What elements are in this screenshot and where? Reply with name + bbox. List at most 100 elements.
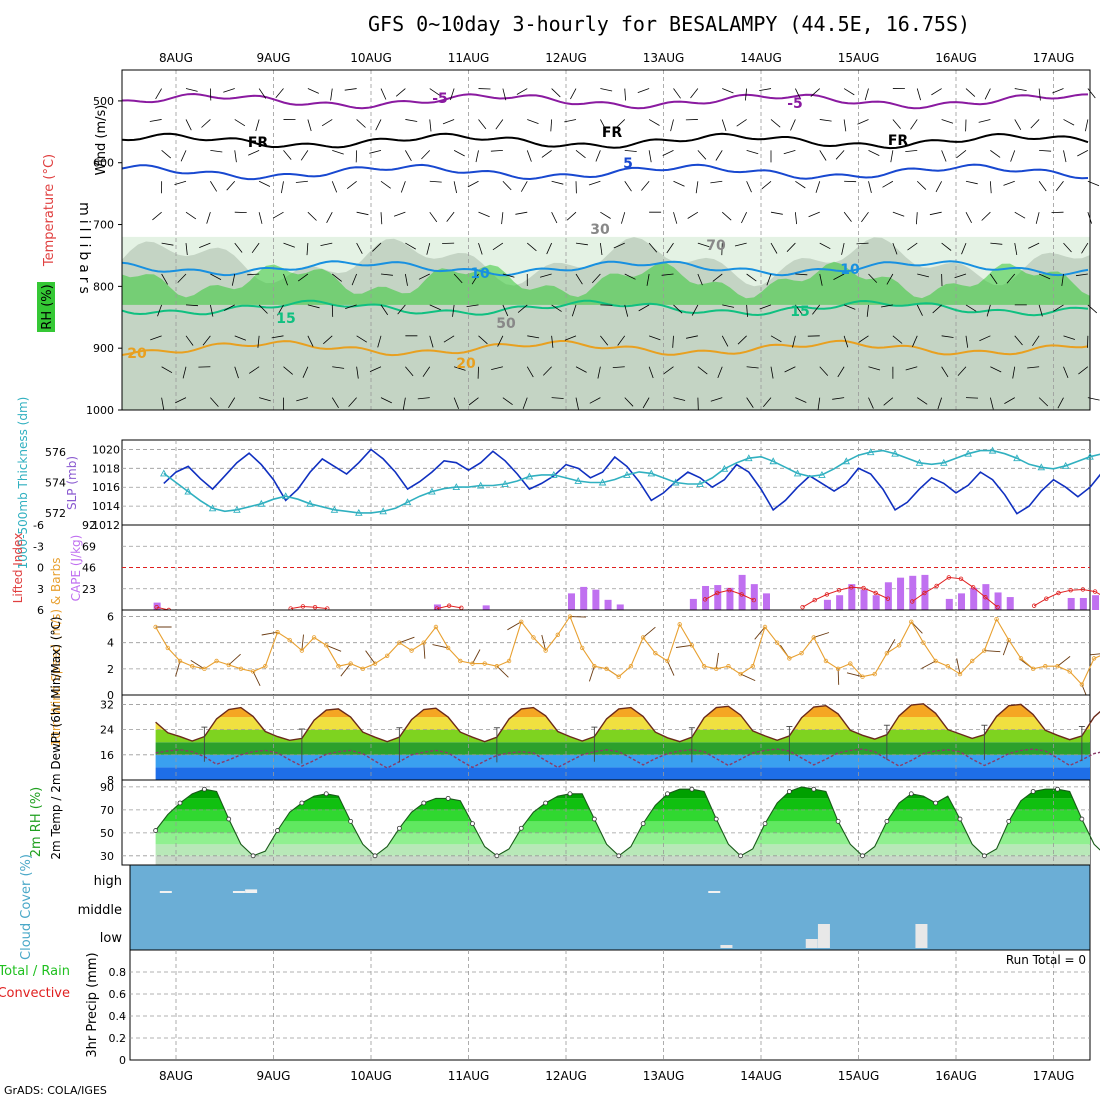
cape-bar — [909, 575, 917, 610]
wind-barb — [185, 119, 192, 131]
wind-barb — [369, 366, 382, 372]
tick-label: 16 — [100, 749, 114, 762]
wind-barb — [1014, 88, 1027, 91]
wind-barb — [251, 242, 260, 254]
wind-barb — [916, 212, 918, 225]
rh-point — [153, 828, 159, 833]
wind-barb — [624, 149, 637, 152]
wind-barb — [297, 273, 309, 282]
wind-barb — [954, 273, 967, 279]
wind-barb — [795, 180, 806, 189]
wind-barb — [861, 211, 869, 223]
wind-barb — [152, 211, 162, 221]
wind-barb — [661, 273, 674, 276]
wind-speed-point — [445, 645, 451, 651]
wind-barb — [819, 273, 823, 286]
wind-barb — [843, 335, 849, 348]
wind-barb — [856, 242, 869, 245]
wind-barb — [466, 304, 479, 307]
wind-speed-point — [823, 658, 829, 664]
wind-speed-point — [1030, 666, 1036, 672]
wind-barb — [224, 304, 235, 311]
cape-bar — [592, 589, 600, 610]
wind-barb — [520, 181, 528, 192]
cape-bar — [1006, 597, 1014, 610]
wind-barb — [185, 304, 199, 307]
rh-point — [323, 791, 329, 797]
rh-point — [1030, 789, 1036, 794]
wind-speed-point — [421, 640, 426, 645]
wind-barb — [741, 212, 747, 224]
wind-barb — [965, 180, 978, 185]
rh-point — [567, 791, 573, 797]
lifted-index-line — [912, 576, 998, 608]
wind-barb — [522, 397, 528, 410]
thickness-line — [163, 449, 1100, 514]
cape-bar — [884, 582, 892, 610]
run-total-label: Run Total = 0 — [1006, 953, 1086, 967]
wind-barb — [571, 304, 577, 317]
wind-barb — [202, 335, 211, 346]
wind-barb — [206, 212, 211, 224]
wind-barb — [296, 397, 308, 402]
wind-barb — [663, 366, 674, 375]
wind-barb — [340, 663, 351, 677]
cape-bar — [482, 605, 490, 610]
wind-barb — [837, 366, 845, 378]
rh-axis-label: RH (%) — [40, 284, 55, 329]
wind-barb — [910, 119, 918, 130]
wind-barb — [1081, 242, 1089, 254]
thickness-point — [428, 487, 436, 495]
wind-barb — [672, 335, 674, 348]
wind-barb — [666, 242, 674, 254]
lifted-index-point — [812, 597, 817, 603]
bottom-date-label: 10AUG — [350, 1069, 392, 1083]
wind-barb — [881, 304, 893, 308]
wind-barb — [770, 119, 781, 128]
wind-barb — [307, 88, 319, 94]
wind-barb — [283, 366, 293, 375]
wind-barb — [161, 366, 173, 374]
thickness-point — [696, 480, 704, 487]
wind-speed-point — [384, 653, 390, 658]
wind-speed-point — [1018, 656, 1024, 661]
wind-barb — [835, 150, 845, 160]
contour-label: 20 — [456, 356, 476, 372]
wind-barb — [1038, 397, 1049, 407]
rh-point — [299, 800, 305, 806]
wind-barb — [686, 335, 698, 339]
wind-barb — [990, 150, 1001, 158]
wind-barb — [588, 666, 595, 682]
thickness-point — [379, 507, 387, 515]
tick-label: 0.4 — [109, 1010, 127, 1023]
cape-axis-label: CAPE (J/kg) — [69, 535, 83, 602]
thickness-point — [574, 477, 582, 484]
thickness-point — [915, 458, 924, 466]
cape-bar — [848, 584, 856, 610]
wind-barb — [307, 211, 317, 221]
rh-point — [957, 816, 963, 822]
lifted-index-point — [702, 597, 708, 602]
contour-label: -5 — [787, 96, 803, 112]
wind-barb — [174, 180, 187, 185]
tick-label: 1018 — [92, 462, 120, 475]
wind-barb — [1063, 150, 1067, 163]
wind-barb — [673, 180, 685, 187]
tick-label: 30 — [100, 850, 114, 863]
wind-barb — [795, 88, 801, 100]
wind-speed-point — [957, 671, 963, 677]
wind-barb — [231, 273, 236, 286]
rh-panel: 30 50 70 90 2m RH (%) — [29, 779, 1100, 866]
temperature-line — [155, 703, 1100, 743]
precip-legend-total: Total / Rain — [0, 964, 70, 979]
wind-barb — [417, 397, 430, 400]
wind-barb — [986, 304, 991, 317]
wind-barb — [905, 149, 918, 152]
wind-barb — [472, 649, 481, 664]
wind-barb — [182, 366, 187, 379]
wind-barb — [1038, 88, 1041, 101]
tick-label: 574 — [45, 477, 66, 490]
thickness-point — [1061, 461, 1070, 469]
wind-barb — [916, 180, 927, 190]
wind-barb — [478, 119, 487, 130]
